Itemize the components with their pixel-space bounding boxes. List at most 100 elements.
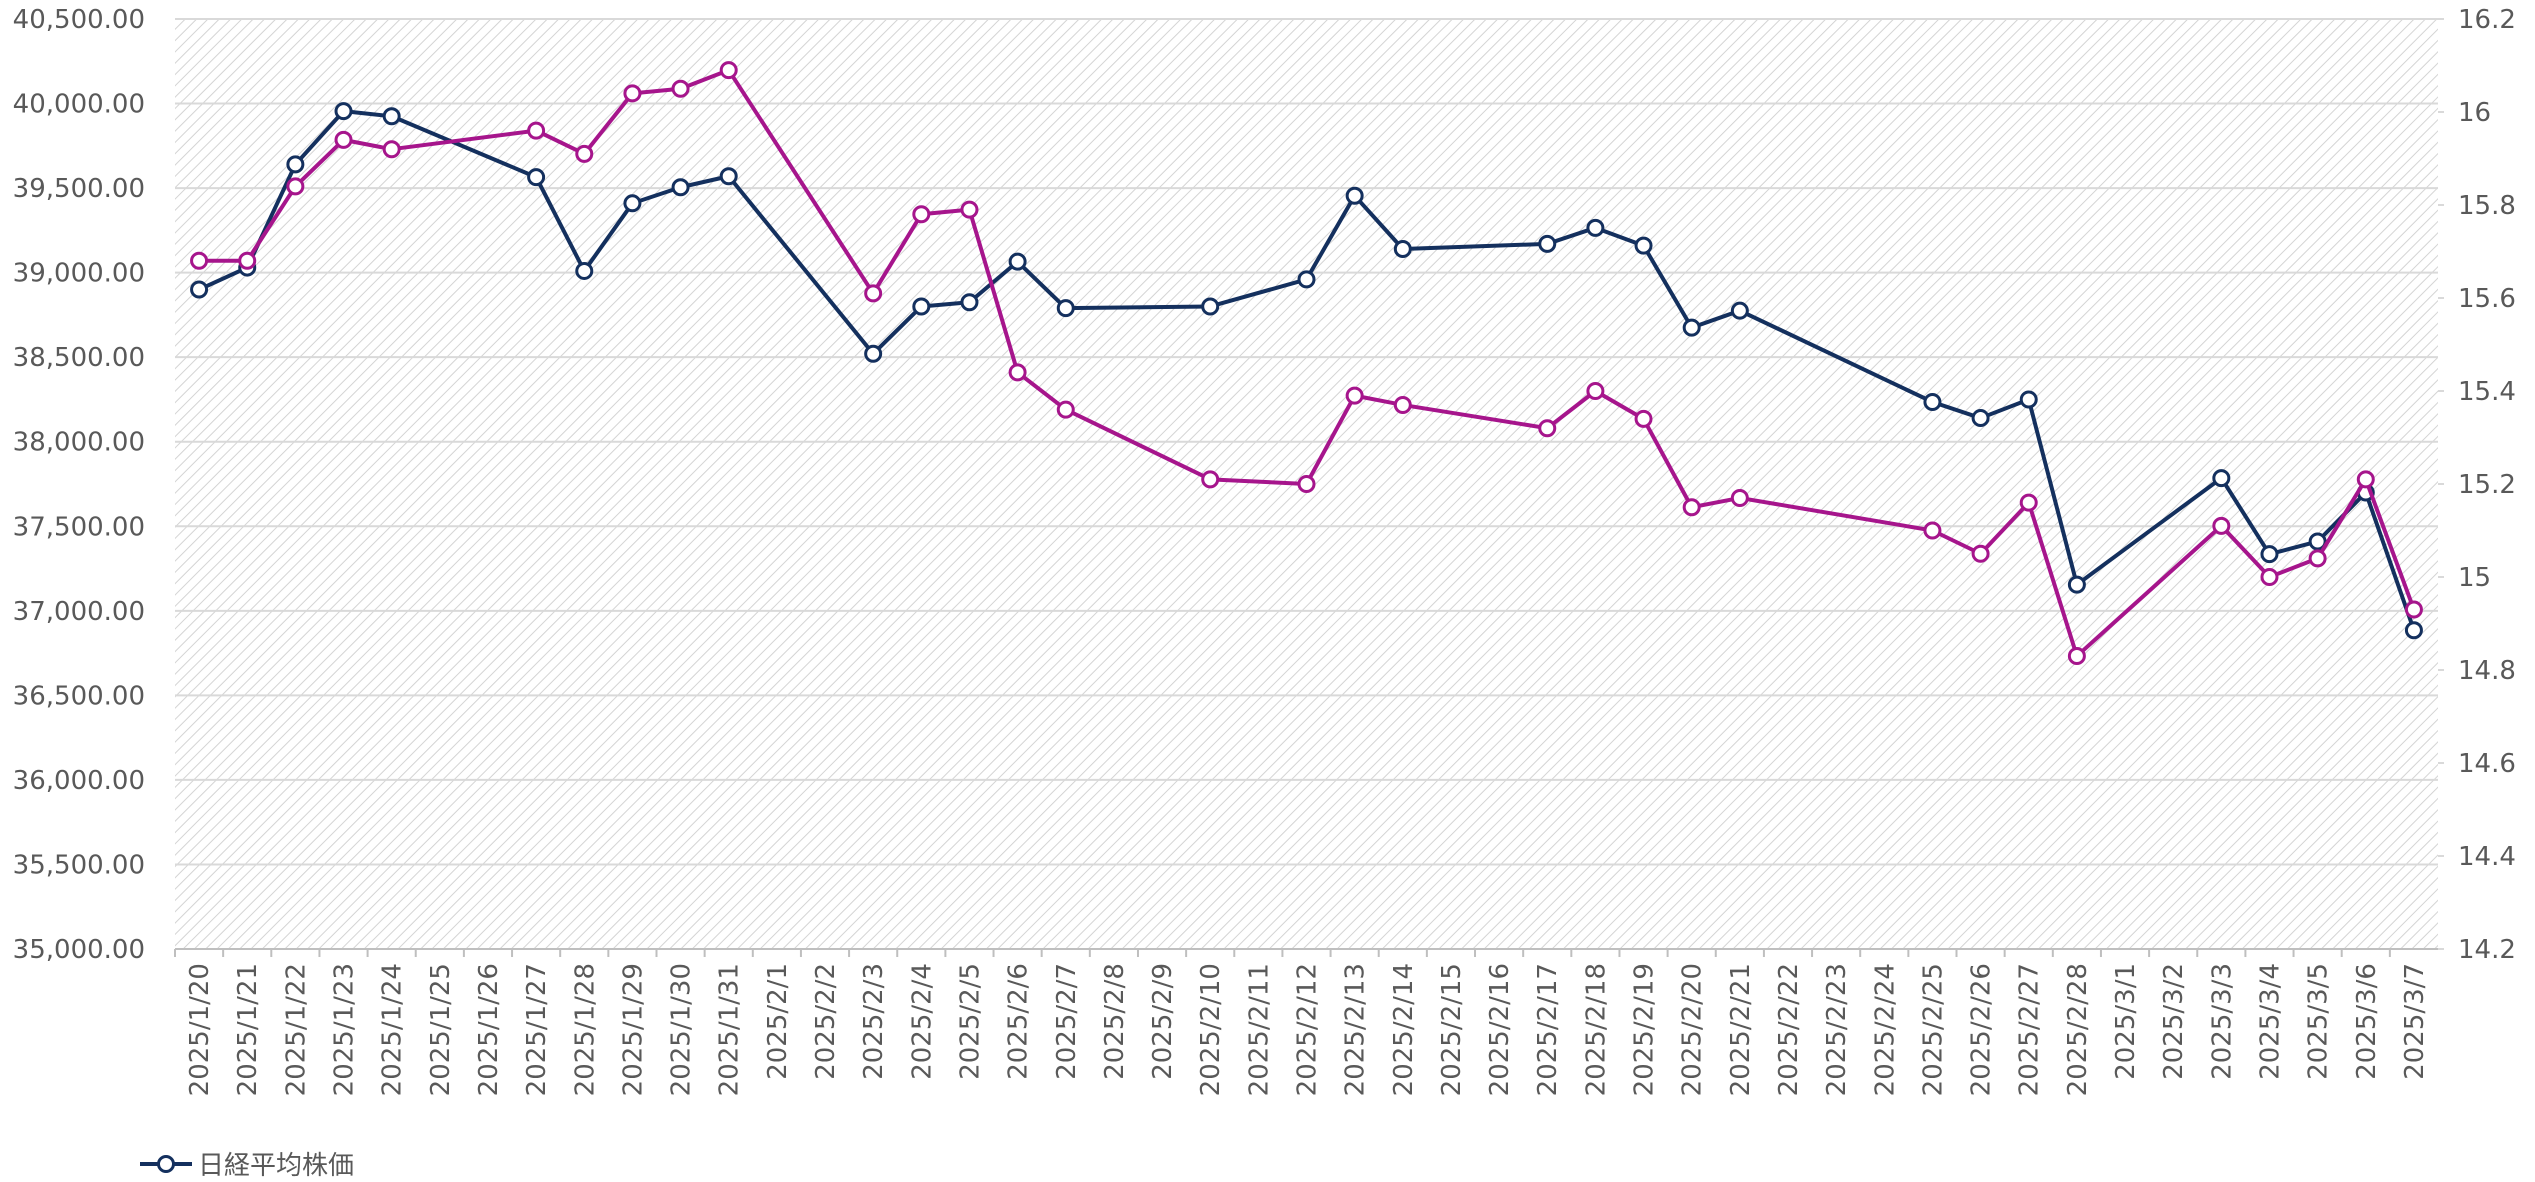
marker [1730,301,1749,320]
x-tick-label: 2025/2/24 [1870,963,1900,1096]
marker [2308,532,2327,551]
x-tick-label: 2025/2/12 [1293,963,1323,1096]
x-tick-label: 2025/2/26 [1967,963,1997,1096]
marker [912,297,931,316]
y-tick-label: 36,000.00 [13,766,145,796]
marker [382,107,401,126]
marker [2356,470,2375,489]
x-tick-label: 2025/1/23 [330,963,360,1096]
y2-tick-label: 16 [2458,98,2491,128]
x-tick-label: 2025/1/22 [281,963,311,1096]
y2-tick-label: 14.2 [2458,935,2516,965]
marker [334,102,353,121]
marker [2404,621,2423,640]
y-tick-label: 40,500.00 [13,5,145,35]
marker [2308,549,2327,568]
marker [1056,299,1075,318]
marker [2019,493,2038,512]
y-tick-label: 37,500.00 [13,512,145,542]
x-tick-label: 2025/2/6 [1004,963,1034,1080]
marker [1586,218,1605,237]
marker [286,155,305,174]
marker [1008,252,1027,271]
y-tick-label: 40,000.00 [13,90,145,120]
x-tick-label: 2025/2/14 [1389,963,1419,1096]
marker [2067,647,2086,666]
y2-tick-label: 15.2 [2458,470,2516,500]
y2-tick-label: 14.8 [2458,656,2516,686]
marker [1345,386,1364,405]
marker [960,293,979,312]
marker [1682,498,1701,517]
marker [671,79,690,98]
x-tick-label: 2025/2/23 [1822,963,1852,1096]
marker [1682,318,1701,337]
x-tick-label: 2025/2/1 [763,963,793,1080]
y-tick-label: 35,000.00 [13,935,145,965]
x-tick-label: 2025/2/27 [2015,963,2045,1096]
x-tick-label: 2025/1/20 [185,963,215,1096]
x-tick-label: 2025/2/17 [1533,963,1563,1096]
marker [1538,234,1557,253]
y2-tick-label: 15.8 [2458,191,2516,221]
x-tick-label: 2025/2/9 [1148,963,1178,1080]
marker [1586,382,1605,400]
x-tick-label: 2025/1/25 [426,963,456,1096]
x-tick-label: 2025/2/7 [1052,963,1082,1080]
marker [864,284,883,303]
marker [960,200,979,219]
x-tick-label: 2025/2/25 [1918,963,1948,1096]
marker [1297,475,1316,493]
y-tick-label: 39,500.00 [13,174,145,204]
x-tick-label: 2025/2/3 [859,963,889,1080]
marker [2067,575,2086,594]
x-tick-label: 2025/2/11 [1244,963,1274,1096]
marker [1634,236,1653,255]
y-tick-label: 38,500.00 [13,343,145,373]
marker [1345,186,1364,205]
marker [2260,568,2279,586]
marker [2019,390,2038,409]
marker [1393,239,1412,258]
x-tick-label: 2025/3/7 [2400,963,2430,1080]
marker [1008,363,1027,382]
x-tick-label: 2025/1/29 [618,963,648,1096]
marker [1923,521,1942,540]
marker [912,205,931,224]
marker [1971,409,1990,428]
x-tick-label: 2025/2/10 [1196,963,1226,1096]
x-tick-label: 2025/2/13 [1341,963,1371,1096]
x-tick-label: 2025/1/26 [474,963,504,1096]
x-tick-label: 2025/2/21 [1726,963,1756,1096]
marker [1971,544,1990,563]
marker [2260,545,2279,564]
x-tick-label: 2025/3/5 [2304,963,2334,1080]
x-tick-label: 2025/2/16 [1485,963,1515,1096]
marker [864,344,883,363]
marker [527,121,546,140]
y-tick-label: 39,000.00 [13,259,145,289]
y2-tick-label: 15.6 [2458,284,2516,314]
y2-tick-label: 15.4 [2458,377,2516,407]
x-tick-label: 2025/2/15 [1437,963,1467,1096]
y-tick-label: 36,500.00 [13,681,145,711]
x-tick-label: 2025/2/19 [1630,963,1660,1096]
marker [190,251,209,270]
marker [2404,600,2423,619]
x-tick-label: 2025/2/20 [1678,963,1708,1096]
x-tick-label: 2025/3/4 [2255,963,2285,1080]
x-tick-label: 2025/2/22 [1774,963,1804,1096]
y-tick-label: 35,500.00 [13,850,145,880]
marker [2212,516,2231,535]
marker [1923,392,1942,411]
marker [719,167,738,186]
x-tick-label: 2025/1/31 [715,963,745,1096]
x-tick-label: 2025/1/30 [667,963,697,1096]
x-tick-label: 2025/1/24 [378,963,408,1096]
marker [1297,270,1316,289]
x-tick-label: 2025/2/4 [907,963,937,1080]
marker [623,84,642,103]
marker [2212,469,2231,488]
marker [1056,400,1075,419]
x-tick-label: 2025/2/28 [2063,963,2093,1096]
